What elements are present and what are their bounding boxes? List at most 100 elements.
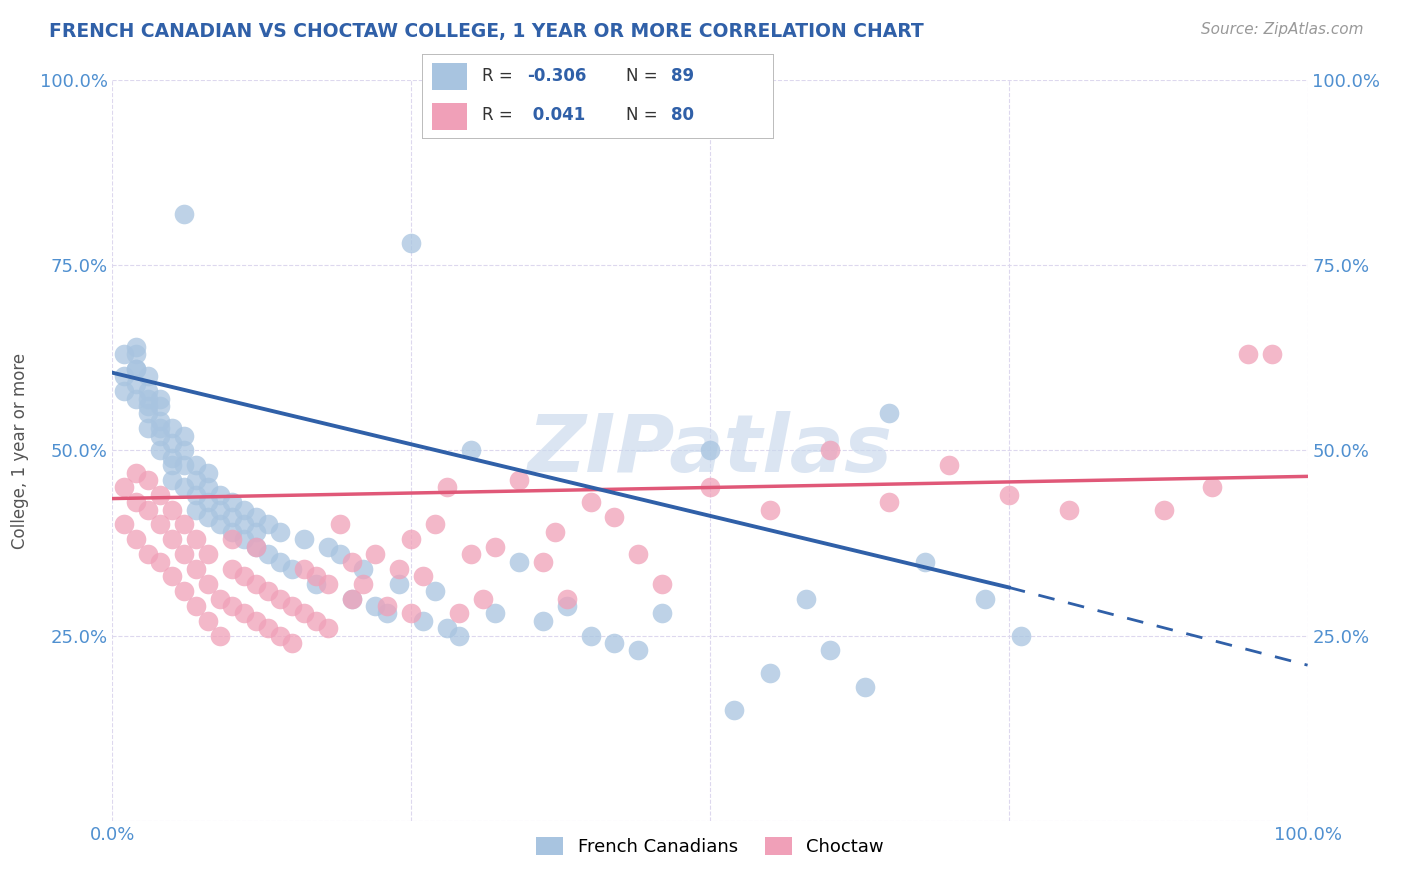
Point	[197, 466, 219, 480]
Point	[149, 428, 172, 442]
Point	[329, 547, 352, 561]
Text: -0.306: -0.306	[527, 68, 586, 86]
Point	[245, 540, 267, 554]
Point	[1261, 347, 1284, 361]
Point	[245, 540, 267, 554]
Point	[531, 614, 554, 628]
Point	[138, 473, 160, 487]
Point	[138, 407, 160, 421]
Point	[627, 547, 650, 561]
Text: R =: R =	[481, 106, 512, 124]
Point	[627, 643, 650, 657]
Point	[401, 533, 423, 547]
Point	[436, 621, 458, 635]
Point	[305, 576, 328, 591]
Point	[209, 628, 232, 642]
Point	[305, 614, 328, 628]
Point	[352, 576, 374, 591]
Point	[425, 517, 447, 532]
Point	[138, 421, 160, 435]
Point	[352, 562, 374, 576]
Point	[221, 495, 243, 509]
Point	[257, 547, 280, 561]
Point	[1010, 628, 1032, 642]
Point	[377, 607, 399, 621]
Point	[412, 569, 434, 583]
Point	[209, 591, 232, 606]
Point	[447, 607, 470, 621]
Point	[114, 369, 135, 384]
Point	[460, 547, 482, 561]
Point	[974, 591, 997, 606]
Point	[651, 607, 673, 621]
Point	[149, 399, 172, 413]
Point	[879, 495, 901, 509]
Point	[292, 607, 315, 621]
Point	[269, 555, 291, 569]
Point	[245, 510, 267, 524]
Point	[149, 392, 172, 406]
Point	[579, 628, 602, 642]
Point	[162, 569, 183, 583]
Text: ZIPatlas: ZIPatlas	[527, 411, 893, 490]
Point	[340, 591, 363, 606]
Point	[197, 576, 219, 591]
Point	[603, 636, 626, 650]
Point	[197, 480, 219, 494]
Point	[114, 480, 135, 494]
Legend: French Canadians, Choctaw: French Canadians, Choctaw	[529, 830, 891, 863]
Point	[197, 547, 219, 561]
Point	[699, 480, 721, 494]
Point	[914, 555, 936, 569]
Point	[125, 376, 148, 391]
Point	[138, 502, 160, 516]
Point	[759, 502, 782, 516]
Point	[257, 517, 280, 532]
Point	[401, 236, 423, 251]
Point	[329, 517, 352, 532]
Point	[269, 591, 291, 606]
Point	[138, 384, 160, 399]
Point	[221, 533, 243, 547]
Point	[173, 428, 195, 442]
Point	[162, 421, 183, 435]
Point	[281, 636, 304, 650]
Point	[938, 458, 960, 473]
Bar	[433, 103, 467, 130]
Point	[173, 480, 195, 494]
Point	[209, 517, 232, 532]
Bar	[433, 62, 467, 90]
Point	[543, 524, 565, 539]
Point	[125, 362, 148, 376]
Point	[316, 540, 339, 554]
Point	[425, 584, 447, 599]
Point	[162, 450, 183, 465]
Text: 0.041: 0.041	[527, 106, 585, 124]
Point	[233, 607, 256, 621]
Point	[162, 458, 183, 473]
Point	[269, 524, 291, 539]
Point	[149, 488, 172, 502]
Point	[149, 555, 172, 569]
Point	[699, 443, 721, 458]
Point	[125, 466, 148, 480]
Point	[197, 495, 219, 509]
Point	[460, 443, 482, 458]
Point	[125, 347, 148, 361]
Point	[125, 495, 148, 509]
Point	[245, 576, 267, 591]
Point	[1057, 502, 1080, 516]
Point	[138, 369, 160, 384]
Point	[149, 443, 172, 458]
Point	[579, 495, 602, 509]
Point	[484, 607, 506, 621]
Point	[508, 473, 530, 487]
Point	[388, 576, 411, 591]
Point	[340, 555, 363, 569]
Point	[138, 399, 160, 413]
Point	[114, 347, 135, 361]
Point	[508, 555, 530, 569]
Point	[1237, 347, 1260, 361]
Point	[292, 533, 315, 547]
Point	[316, 621, 339, 635]
